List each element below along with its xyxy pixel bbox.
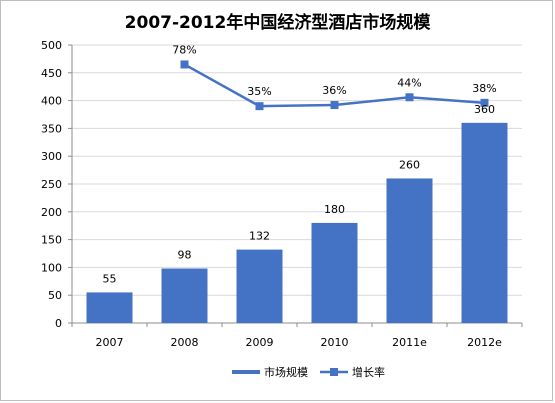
bar-series xyxy=(86,122,508,323)
bar xyxy=(86,292,133,323)
y-tick-label: 450 xyxy=(41,67,62,80)
legend: 市场规模 增长率 xyxy=(232,365,385,379)
axes: 0 50 100 150 200 250 300 350 400 450 500 2007 2008 20… xyxy=(41,39,523,349)
y-tick-label: 400 xyxy=(41,95,62,108)
y-tick-label: 300 xyxy=(41,150,62,163)
bar-data-label: 360 xyxy=(474,103,495,116)
y-tick-label: 0 xyxy=(55,317,62,330)
bar xyxy=(386,178,433,323)
line-point-marker xyxy=(405,93,414,102)
data-labels: 55 98 132 180 260 360 78% 35% 36% 44% 38% xyxy=(103,43,497,285)
line-data-label: 44% xyxy=(397,76,421,89)
x-tick-label: 2007 xyxy=(96,336,124,349)
y-tick-label: 350 xyxy=(41,122,62,135)
y-tick-label: 200 xyxy=(41,206,62,219)
legend-label: 增长率 xyxy=(352,365,385,379)
y-tick-label: 500 xyxy=(41,39,62,52)
bar-data-label: 55 xyxy=(103,272,117,285)
gridlines xyxy=(72,44,522,296)
y-tick-label: 150 xyxy=(41,234,62,247)
legend-swatch-marker xyxy=(330,368,338,376)
line-series xyxy=(180,60,489,111)
y-tick-label: 50 xyxy=(48,289,62,302)
line-data-label: 38% xyxy=(472,82,496,95)
x-tick-label: 2010 xyxy=(321,336,349,349)
bar xyxy=(161,268,208,323)
y-tick-label: 100 xyxy=(41,261,62,274)
bar-data-label: 180 xyxy=(324,203,345,216)
bar xyxy=(461,122,508,323)
line-data-label: 78% xyxy=(172,43,196,56)
legend-label: 市场规模 xyxy=(264,365,308,379)
x-tick-label: 2009 xyxy=(246,336,274,349)
line-point-marker xyxy=(480,98,489,107)
x-tick-label: 2008 xyxy=(171,336,199,349)
line-data-label: 35% xyxy=(247,85,271,98)
x-tick-label: 2011e xyxy=(392,336,427,349)
bar-data-label: 98 xyxy=(178,249,192,262)
line-data-label: 36% xyxy=(322,84,346,97)
x-tick-label: 2012e xyxy=(467,336,502,349)
line-point-marker xyxy=(180,60,189,69)
bar-data-label: 132 xyxy=(249,230,270,243)
bar-data-label: 260 xyxy=(399,158,420,171)
y-tick-label: 250 xyxy=(41,178,62,191)
bar xyxy=(311,222,358,323)
line-point-marker xyxy=(330,101,339,110)
line-point-marker xyxy=(255,102,264,111)
bar xyxy=(236,249,283,323)
chart-title: 2007-2012年中国经济型酒店市场规模 xyxy=(124,13,431,33)
